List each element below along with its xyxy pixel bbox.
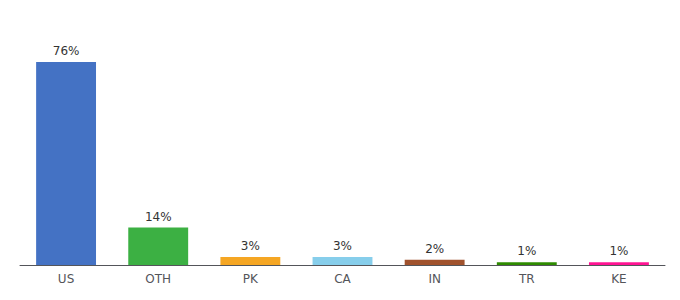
svg-text:US: US	[58, 272, 74, 286]
svg-text:1%: 1%	[609, 244, 628, 258]
svg-text:14%: 14%	[145, 210, 172, 224]
svg-text:CA: CA	[334, 272, 351, 286]
svg-text:TR: TR	[518, 272, 535, 286]
svg-text:KE: KE	[611, 272, 626, 286]
svg-text:76%: 76%	[53, 44, 80, 58]
svg-text:1%: 1%	[517, 244, 536, 258]
svg-text:2%: 2%	[425, 242, 444, 256]
svg-text:3%: 3%	[241, 239, 260, 253]
svg-text:IN: IN	[428, 272, 441, 286]
svg-text:OTH: OTH	[145, 272, 171, 286]
svg-text:3%: 3%	[333, 239, 352, 253]
svg-text:PK: PK	[243, 272, 259, 286]
